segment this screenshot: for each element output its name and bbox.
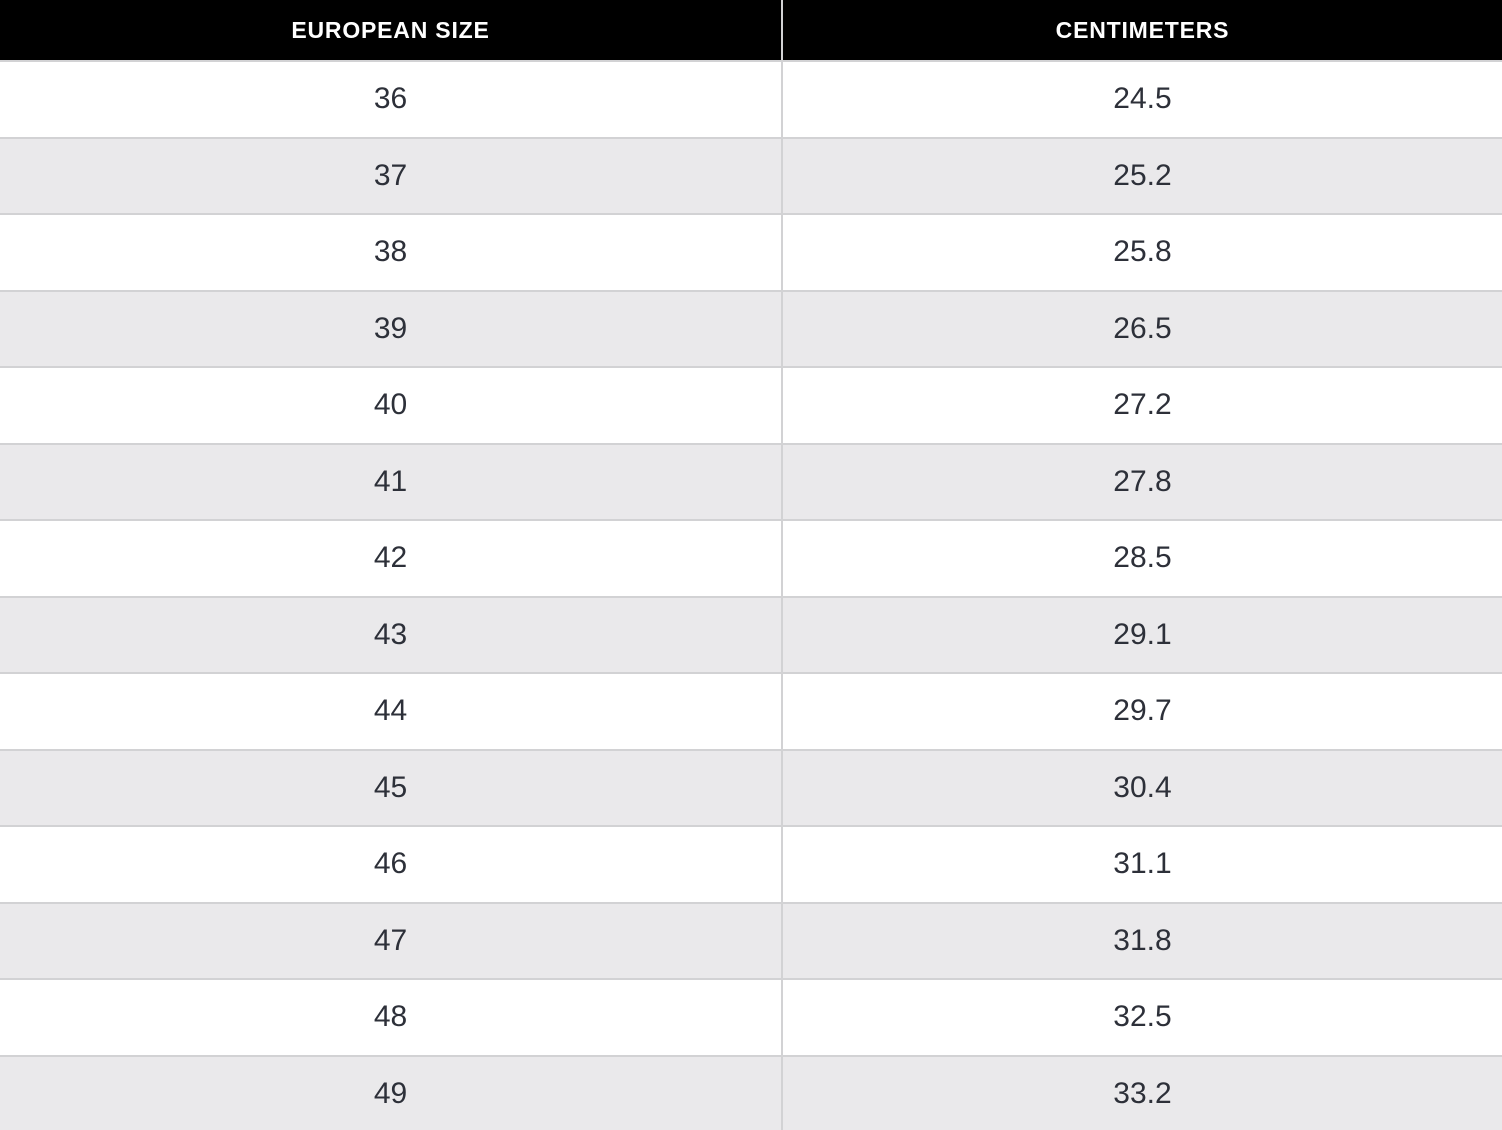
centimeters-cell: 32.5 (781, 978, 1502, 1056)
centimeters-cell: 30.4 (781, 748, 1502, 826)
table-row: 38 25.8 (0, 213, 1502, 291)
table-row: 43 29.1 (0, 595, 1502, 673)
centimeters-cell: 25.8 (781, 213, 1502, 291)
eu-size-cell: 40 (0, 366, 782, 444)
centimeters-cell: 27.8 (781, 442, 1502, 520)
table-row: 39 26.5 (0, 289, 1502, 367)
eu-size-cell: 37 (0, 136, 782, 214)
column-header-centimeters: CENTIMETERS (781, 0, 1502, 62)
table-row: 36 24.5 (0, 61, 1502, 138)
centimeters-cell: 31.8 (781, 901, 1502, 979)
centimeters-cell: 26.5 (781, 289, 1502, 367)
table-row: 47 31.8 (0, 901, 1502, 979)
eu-size-cell: 39 (0, 289, 782, 367)
table-row: 41 27.8 (0, 442, 1502, 520)
eu-size-cell: 41 (0, 442, 782, 520)
centimeters-cell: 29.1 (781, 595, 1502, 673)
table-body: 36 24.5 37 25.2 38 25.8 39 26.5 40 27.2 41 27.8 42 28… (0, 61, 1502, 1130)
table-row: 40 27.2 (0, 366, 1502, 444)
centimeters-cell: 27.2 (781, 366, 1502, 444)
table-row: 45 30.4 (0, 748, 1502, 826)
eu-size-cell: 38 (0, 213, 782, 291)
centimeters-cell: 25.2 (781, 136, 1502, 214)
table-row: 48 32.5 (0, 978, 1502, 1056)
centimeters-cell: 29.7 (781, 672, 1502, 750)
table-header-row: EUROPEAN SIZE CENTIMETERS (0, 0, 1502, 62)
table-row: 37 25.2 (0, 136, 1502, 214)
eu-size-cell: 42 (0, 519, 782, 597)
eu-size-cell: 46 (0, 825, 782, 903)
eu-size-cell: 49 (0, 1054, 782, 1130)
eu-size-cell: 36 (0, 61, 782, 138)
eu-size-cell: 48 (0, 978, 782, 1056)
table-row: 42 28.5 (0, 519, 1502, 597)
eu-size-cell: 43 (0, 595, 782, 673)
centimeters-cell: 33.2 (781, 1054, 1502, 1130)
centimeters-cell: 31.1 (781, 825, 1502, 903)
table-row: 49 33.2 (0, 1054, 1502, 1130)
eu-size-cell: 44 (0, 672, 782, 750)
column-header-european-size: EUROPEAN SIZE (0, 0, 782, 62)
centimeters-cell: 24.5 (781, 61, 1502, 138)
centimeters-cell: 28.5 (781, 519, 1502, 597)
table-row: 46 31.1 (0, 825, 1502, 903)
eu-size-cell: 47 (0, 901, 782, 979)
eu-size-cell: 45 (0, 748, 782, 826)
table-row: 44 29.7 (0, 672, 1502, 750)
